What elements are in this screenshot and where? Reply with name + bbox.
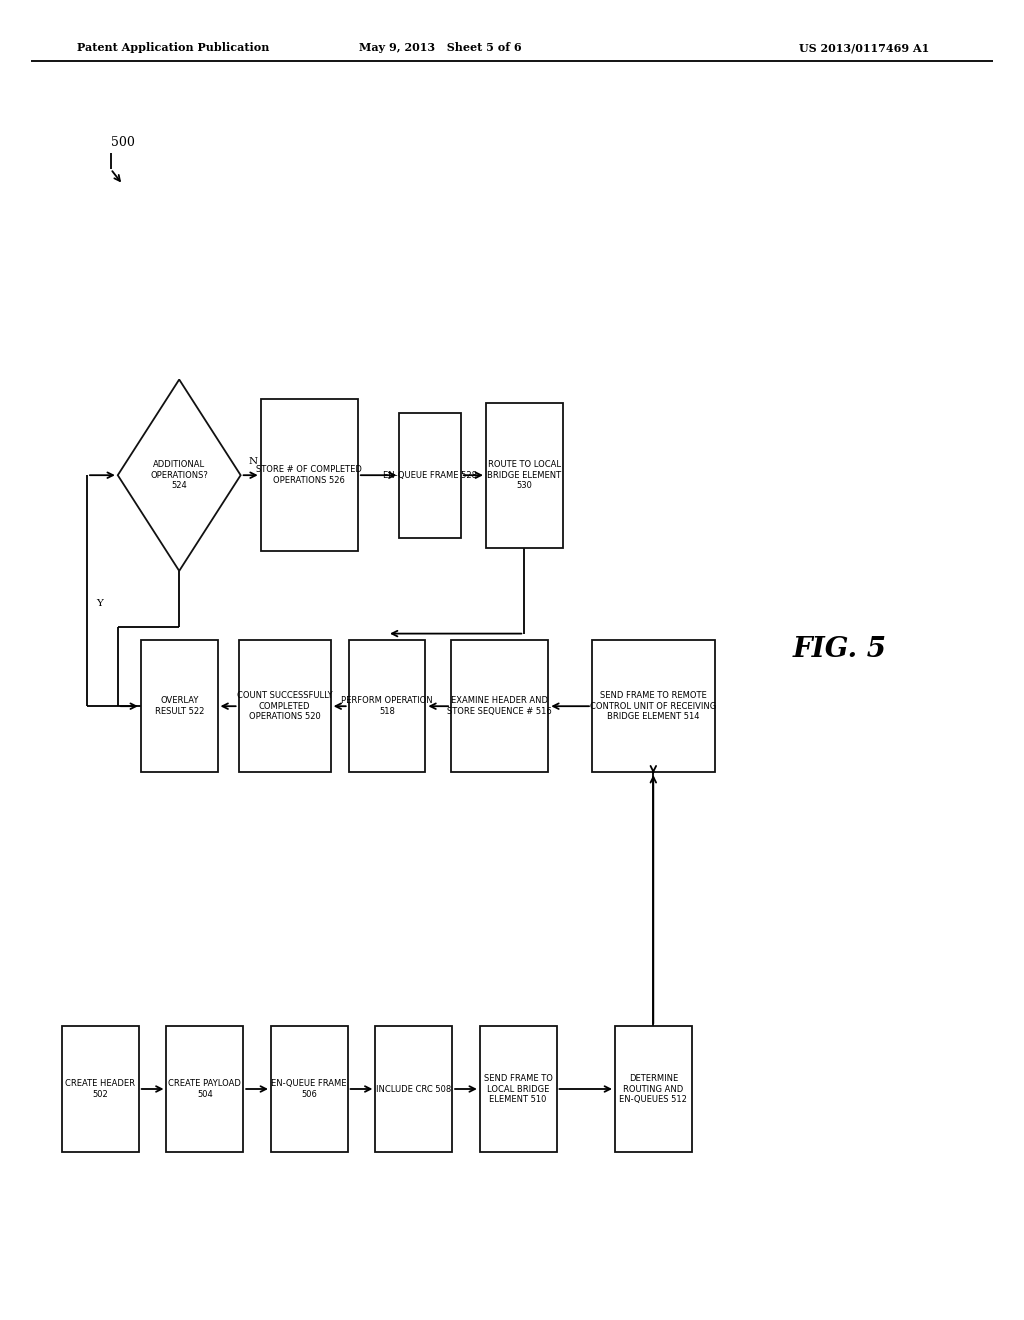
Text: Patent Application Publication: Patent Application Publication [77,42,269,53]
Bar [376,1027,453,1151]
Text: OVERLAY
RESULT 522: OVERLAY RESULT 522 [155,697,204,715]
Text: US 2013/0117469 A1: US 2013/0117469 A1 [799,42,929,53]
Text: CREATE HEADER
502: CREATE HEADER 502 [66,1080,135,1098]
Bar [451,640,549,772]
Bar [348,640,426,772]
Text: SEND FRAME TO
LOCAL BRIDGE
ELEMENT 510: SEND FRAME TO LOCAL BRIDGE ELEMENT 510 [483,1074,553,1104]
Text: CREATE PAYLOAD
504: CREATE PAYLOAD 504 [168,1080,242,1098]
Text: ADDITIONAL
OPERATIONS?
524: ADDITIONAL OPERATIONS? 524 [151,461,208,490]
Bar [592,640,715,772]
Text: N: N [249,458,258,466]
Bar [140,640,217,772]
Bar [62,1027,139,1151]
Text: EN-QUEUE FRAME
506: EN-QUEUE FRAME 506 [271,1080,347,1098]
Bar [479,1027,557,1151]
Bar [486,403,563,548]
Text: 500: 500 [111,136,134,149]
Bar [399,412,461,539]
Text: STORE # OF COMPLETED
OPERATIONS 526: STORE # OF COMPLETED OPERATIONS 526 [256,466,362,484]
Bar [239,640,331,772]
Bar [270,1027,348,1151]
Bar [166,1027,244,1151]
Text: PERFORM OPERATION
518: PERFORM OPERATION 518 [341,697,433,715]
Text: SEND FRAME TO REMOTE
CONTROL UNIT OF RECEIVING
BRIDGE ELEMENT 514: SEND FRAME TO REMOTE CONTROL UNIT OF REC… [590,692,717,721]
Text: ROUTE TO LOCAL
BRIDGE ELEMENT
530: ROUTE TO LOCAL BRIDGE ELEMENT 530 [487,461,561,490]
Text: Y: Y [96,599,102,609]
Bar [260,400,358,552]
Text: DETERMINE
ROUTING AND
EN-QUEUES 512: DETERMINE ROUTING AND EN-QUEUES 512 [620,1074,687,1104]
Text: EN-QUEUE FRAME 528: EN-QUEUE FRAME 528 [383,471,477,479]
Bar [614,1027,692,1151]
Text: EXAMINE HEADER AND
STORE SEQUENCE # 516: EXAMINE HEADER AND STORE SEQUENCE # 516 [447,697,552,715]
Text: May 9, 2013   Sheet 5 of 6: May 9, 2013 Sheet 5 of 6 [359,42,521,53]
Polygon shape [118,380,241,570]
Text: FIG. 5: FIG. 5 [793,636,887,663]
Text: COUNT SUCCESSFULLY
COMPLETED
OPERATIONS 520: COUNT SUCCESSFULLY COMPLETED OPERATIONS … [237,692,333,721]
Text: INCLUDE CRC 508: INCLUDE CRC 508 [376,1085,452,1093]
